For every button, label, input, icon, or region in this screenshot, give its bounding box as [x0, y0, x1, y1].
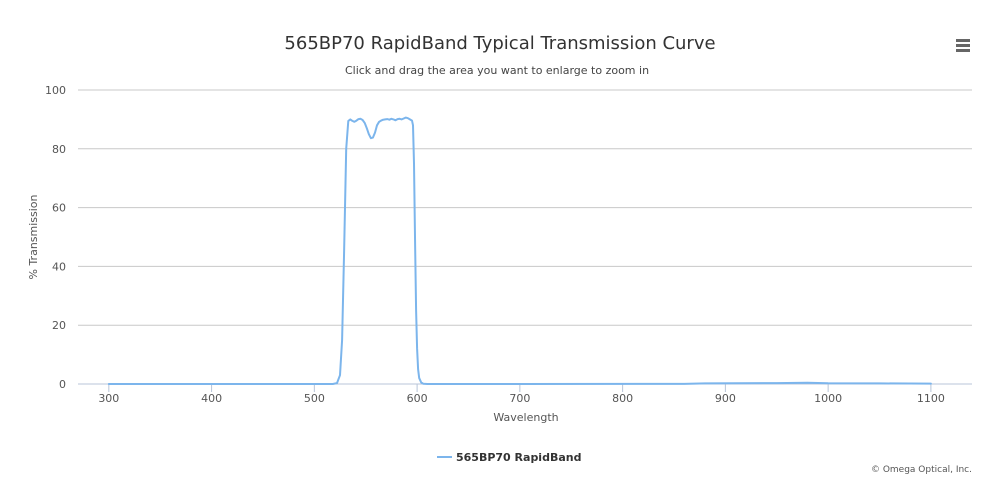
chart-subtitle: Click and drag the area you want to enla…: [345, 64, 649, 77]
x-tick-label: 900: [715, 392, 736, 405]
y-tick-label: 80: [52, 143, 66, 156]
x-tick-label: 1100: [917, 392, 945, 405]
x-tick-label: 1000: [814, 392, 842, 405]
chart-menu-button[interactable]: [950, 32, 976, 58]
chart-title: 565BP70 RapidBand Typical Transmission C…: [284, 33, 715, 54]
x-tick-label: 300: [98, 392, 119, 405]
hamburger-menu-icon: [956, 39, 970, 52]
y-axis-ticks: 0 20 40 60 80 100: [45, 84, 66, 391]
x-tick-label: 500: [304, 392, 325, 405]
y-tick-label: 100: [45, 84, 66, 97]
legend-label: 565BP70 RapidBand: [456, 451, 581, 464]
x-tick-label: 800: [612, 392, 633, 405]
y-tick-label: 0: [59, 378, 66, 391]
y-axis-label: % Transmission: [27, 194, 40, 279]
grid-lines: [78, 89, 972, 385]
x-tick-label: 700: [509, 392, 530, 405]
y-tick-label: 60: [52, 202, 66, 215]
series-group: [107, 116, 932, 385]
x-axis-label: Wavelength: [493, 411, 558, 424]
credits-text[interactable]: © Omega Optical, Inc.: [871, 465, 972, 475]
legend-item[interactable]: 565BP70 RapidBand: [437, 451, 581, 464]
y-tick-label: 40: [52, 260, 66, 273]
y-tick-label: 20: [52, 319, 66, 332]
x-axis-ticks: 300 400 500 600 700 800 900 1000 1100: [98, 384, 945, 405]
series-line: [107, 116, 932, 385]
x-tick-label: 400: [201, 392, 222, 405]
x-tick-label: 600: [407, 392, 428, 405]
